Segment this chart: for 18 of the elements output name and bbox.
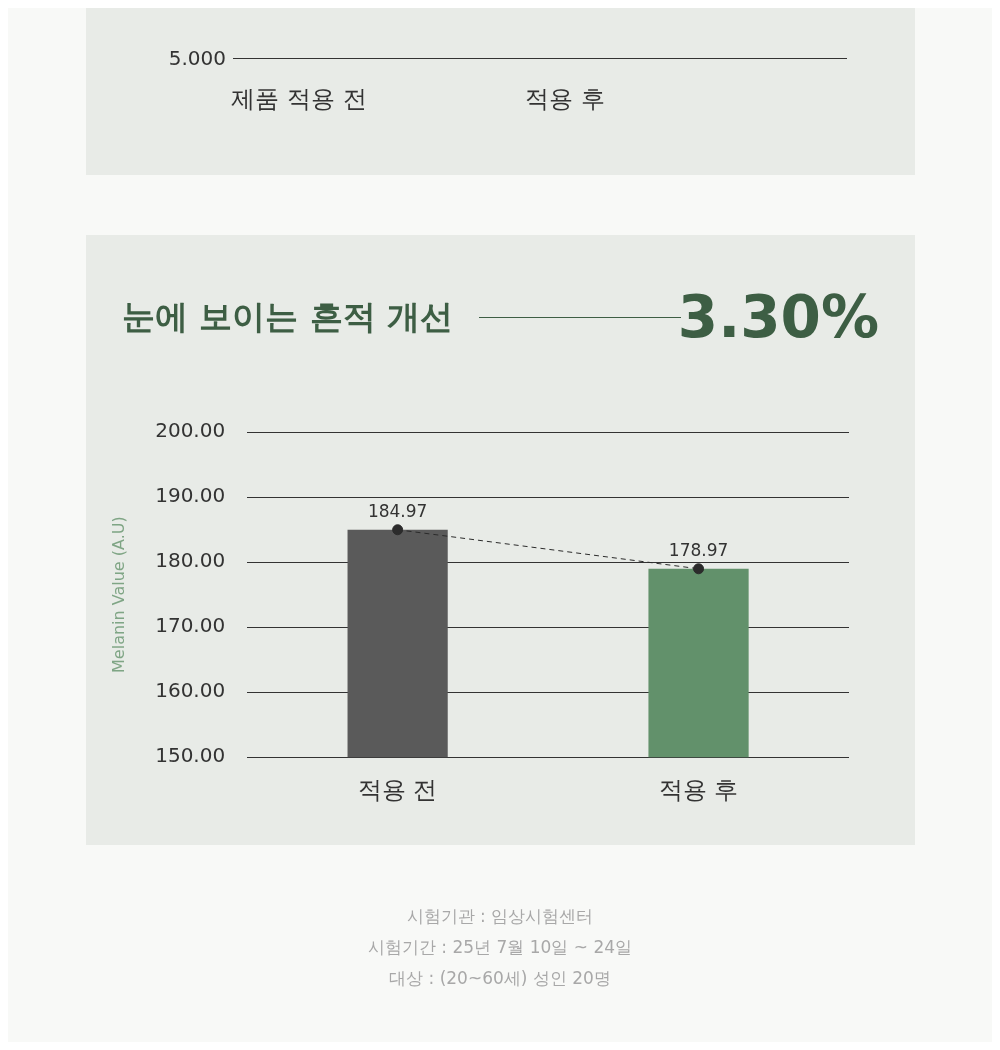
- y-tick-label: 190.00: [155, 483, 226, 508]
- text: 시험기간 : 25년 7월 10일 ~ 24일: [366, 936, 634, 959]
- y-tick-label: 200.00: [155, 418, 226, 443]
- text: 3.30%: [677, 283, 879, 351]
- y-tick-label: 170.00: [155, 613, 226, 638]
- x-tick-label: 적용 전: [357, 775, 438, 804]
- text: 제품 적용 전: [230, 84, 368, 115]
- chart-title: 눈에 보이는 흔적 개선: [122, 296, 454, 338]
- data-label: 184.97: [367, 500, 428, 521]
- y-tick-label: 180.00: [155, 548, 226, 573]
- text: 5.000: [167, 46, 226, 70]
- y-tick-label: 150.00: [155, 743, 226, 768]
- y-axis-title: Melanin Value (A.U): [108, 516, 128, 673]
- text: 시험기관 : 임상시험센터: [405, 905, 595, 928]
- text: 적용 후: [524, 84, 606, 115]
- text: 대상 : (20~60세) 성인 20명: [388, 967, 612, 990]
- data-label: 178.97: [668, 539, 729, 560]
- y-tick-label: 160.00: [155, 678, 226, 703]
